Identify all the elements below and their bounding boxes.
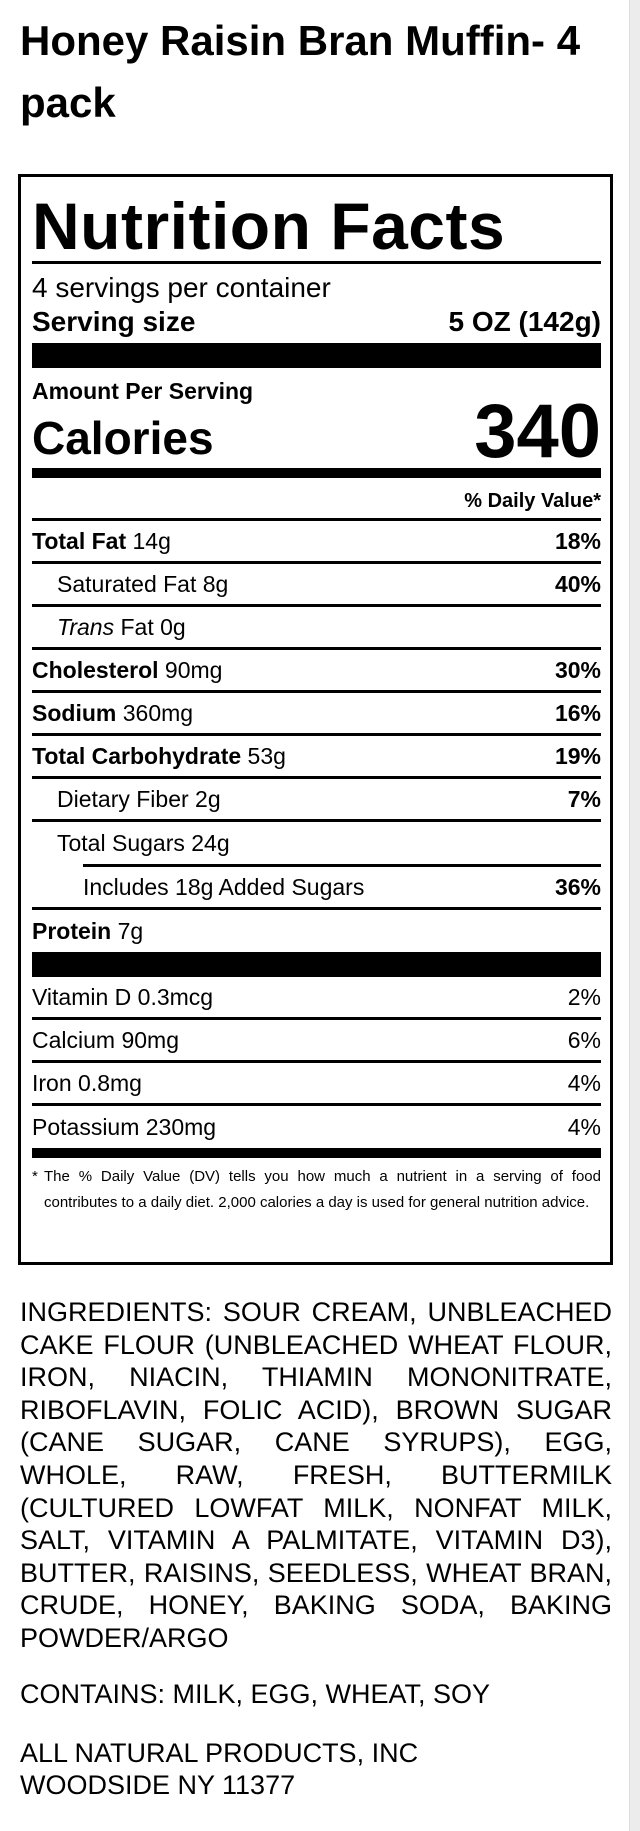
nutrient-name: Cholesterol — [32, 656, 159, 683]
nutrition-facts-heading: Nutrition Facts — [32, 189, 506, 263]
vitamin-dv: 4% — [567, 1113, 601, 1140]
nutrient-row-sodium: Sodium 360mg 16% — [32, 693, 601, 736]
nutrient-name: Total Fat — [32, 527, 127, 554]
nutrient-name: Dietary Fiber 2g — [57, 785, 221, 812]
nutrient-dv: 36% — [554, 873, 601, 900]
nutrient-row-added-sugars: Includes 18g Added Sugars 36% — [32, 867, 601, 910]
nutrient-amount: 360mg — [122, 699, 194, 726]
allergen-statement: CONTAINS: MILK, EGG, WHEAT, SOY — [20, 1679, 491, 1709]
vitamin-dv: 4% — [567, 1069, 601, 1096]
product-title: Honey Raisin Bran Muffin- 4 pack — [20, 17, 581, 126]
divider — [32, 261, 601, 264]
manufacturer-address: WOODSIDE NY 11377 — [20, 1770, 296, 1800]
divider — [83, 864, 601, 867]
vitamin-name: Iron 0.8mg — [32, 1069, 142, 1096]
calories-row: Calories 340 — [32, 394, 601, 470]
vitamin-name: Calcium 90mg — [32, 1026, 179, 1053]
nutrient-dv: 40% — [554, 570, 601, 597]
amount-per-serving: Amount Per Serving — [32, 378, 254, 404]
thick-divider — [32, 952, 601, 977]
nutrient-dv: 18% — [554, 527, 601, 554]
vitamin-row-vitamin-d: Vitamin D 0.3mcg 2% — [32, 977, 601, 1020]
nutrient-row-trans-fat: Trans Fat 0g — [32, 607, 601, 650]
vitamin-name: Vitamin D 0.3mcg — [32, 983, 214, 1010]
medium-divider — [32, 468, 601, 478]
nutrient-amount: 90mg — [164, 656, 223, 683]
vitamin-row-potassium: Potassium 230mg 4% — [32, 1106, 601, 1148]
nutrient-amount: 53g — [247, 742, 286, 769]
nutrient-name-italic: Trans — [57, 613, 115, 640]
nutrient-name: Fat 0g — [120, 613, 186, 640]
nutrient-row-cholesterol: Cholesterol 90mg 30% — [32, 650, 601, 693]
ingredients-text: INGREDIENTS: SOUR CREAM, UNBLEACHED CAKE… — [20, 1297, 612, 1653]
thick-divider — [32, 343, 601, 368]
nutrient-row-protein: Protein 7g — [32, 910, 601, 952]
footnote-text: The % Daily Value (DV) tells you how muc… — [44, 1168, 601, 1211]
nutrient-row-total-fat: Total Fat 14g 18% — [32, 521, 601, 564]
nutrient-row-total-sugars: Total Sugars 24g — [32, 822, 601, 864]
nutrient-row-total-carbohydrate: Total Carbohydrate 53g 19% — [32, 736, 601, 779]
nutrient-name: Protein — [32, 917, 112, 944]
calories-value: 340 — [474, 389, 601, 474]
medium-divider — [32, 1148, 601, 1158]
nutrient-dv: 7% — [567, 785, 601, 812]
serving-size-row: Serving size 5 OZ (142g) — [32, 302, 601, 343]
nutrient-name: Sodium — [32, 699, 117, 726]
vitamin-dv: 6% — [567, 1026, 601, 1053]
manufacturer-name: ALL NATURAL PRODUCTS, INC — [20, 1738, 419, 1768]
daily-value-footnote: * The % Daily Value (DV) tells you how m… — [32, 1158, 601, 1216]
nutrient-name: Total Sugars 24g — [57, 829, 230, 856]
scrollbar[interactable] — [629, 0, 640, 1831]
nutrient-name: Includes 18g Added Sugars — [83, 873, 365, 900]
serving-size-value: 5 OZ (142g) — [448, 306, 601, 337]
footnote-star: * — [32, 1168, 38, 1185]
nutrition-facts-label: Nutrition Facts 4 servings per container… — [18, 174, 613, 1265]
nutrient-row-saturated-fat: Saturated Fat 8g 40% — [32, 564, 601, 607]
servings-per-container: 4 servings per container — [32, 272, 331, 303]
nutrient-dv: 30% — [554, 656, 601, 683]
serving-size-label: Serving size — [32, 306, 196, 337]
calories-label: Calories — [32, 412, 214, 464]
nutrient-amount: 7g — [117, 917, 144, 944]
nutrient-dv: 16% — [554, 699, 601, 726]
nutrient-row-dietary-fiber: Dietary Fiber 2g 7% — [32, 779, 601, 822]
manufacturer-info: ALL NATURAL PRODUCTS, INC WOODSIDE NY 11… — [20, 1737, 418, 1801]
nutrient-amount: 14g — [132, 527, 171, 554]
vitamin-row-calcium: Calcium 90mg 6% — [32, 1020, 601, 1063]
nutrient-name: Saturated Fat 8g — [57, 570, 229, 597]
divider — [32, 518, 601, 521]
daily-value-header: % Daily Value* — [464, 490, 601, 512]
nutrient-dv: 19% — [554, 742, 601, 769]
vitamin-name: Potassium 230mg — [32, 1113, 217, 1140]
vitamin-row-iron: Iron 0.8mg 4% — [32, 1063, 601, 1106]
nutrient-name: Total Carbohydrate — [32, 742, 242, 769]
vitamin-dv: 2% — [567, 983, 601, 1010]
